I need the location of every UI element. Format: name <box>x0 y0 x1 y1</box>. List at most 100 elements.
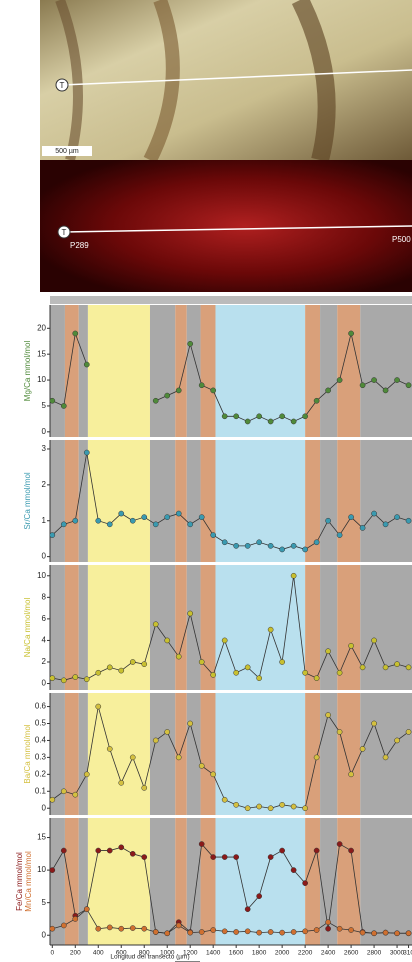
data-point <box>302 669 308 676</box>
zone-band <box>186 818 201 945</box>
y-tick-label: 1 <box>42 516 47 525</box>
data-point <box>198 659 205 665</box>
data-point <box>49 532 56 538</box>
data-point <box>106 847 113 854</box>
data-point <box>152 621 159 628</box>
data-point <box>141 854 148 860</box>
data-point <box>198 929 205 935</box>
data-point <box>290 572 297 579</box>
data-point <box>325 925 331 932</box>
data-point <box>348 330 354 337</box>
data-point <box>221 539 228 546</box>
data-point <box>49 397 56 404</box>
zone-band <box>175 305 187 437</box>
data-point <box>106 924 113 931</box>
zone-band <box>87 693 150 815</box>
zone-band <box>337 440 361 562</box>
data-point <box>290 929 297 935</box>
x-tick-label: 1200 <box>183 950 198 957</box>
zone-band <box>215 818 306 945</box>
data-point <box>244 664 251 671</box>
data-point <box>279 847 285 854</box>
y-tick-label: 15 <box>37 349 46 358</box>
zone-band <box>64 440 79 562</box>
zone-band <box>64 305 79 437</box>
data-point <box>60 403 67 409</box>
data-point <box>313 675 320 681</box>
data-point <box>187 720 194 727</box>
data-point <box>198 382 205 389</box>
data-point <box>152 929 159 935</box>
data-point <box>382 754 389 761</box>
zone-band <box>360 305 412 437</box>
y-tick-label: 10 <box>37 865 46 874</box>
data-point <box>60 788 67 795</box>
data-point <box>141 925 148 932</box>
x-tick-label: 600 <box>116 950 127 957</box>
series-line <box>52 706 409 809</box>
y-tick-label: 2 <box>42 480 47 489</box>
data-point <box>106 746 113 752</box>
data-point <box>394 661 400 667</box>
data-point <box>60 922 67 929</box>
zone-band <box>320 818 338 945</box>
data-point <box>175 653 182 660</box>
data-point <box>359 929 366 936</box>
data-point <box>72 517 79 524</box>
y-tick-label: 3 <box>42 444 47 453</box>
zone-band <box>215 565 306 690</box>
zone-band <box>50 305 65 437</box>
transect-start: T <box>62 228 67 237</box>
zone-band <box>64 693 79 815</box>
data-point <box>348 642 354 649</box>
data-point <box>175 754 182 761</box>
zone-band <box>50 565 65 690</box>
data-point <box>267 805 274 812</box>
data-point <box>256 413 263 420</box>
y-axis-label: Mg/Ca mmol/mol <box>23 341 32 402</box>
zone-band <box>175 440 187 562</box>
data-point <box>95 925 102 932</box>
data-point <box>302 546 308 553</box>
y-tick-label: 5 <box>42 401 47 410</box>
data-point <box>336 532 343 538</box>
data-point <box>267 626 274 633</box>
zone-band <box>186 440 201 562</box>
scale-bar: 500 µm <box>55 148 79 155</box>
data-point <box>221 637 228 644</box>
y-tick-label: 0.6 <box>35 702 47 711</box>
data-point <box>49 675 56 681</box>
data-point <box>256 803 263 810</box>
data-point <box>83 676 90 683</box>
data-point <box>336 925 343 932</box>
data-point <box>267 543 274 549</box>
data-point <box>279 546 285 553</box>
data-point <box>129 517 136 524</box>
zone-band <box>200 818 216 945</box>
data-point <box>313 754 320 761</box>
data-point <box>221 854 228 860</box>
data-point <box>244 543 251 549</box>
zone-band <box>305 565 321 690</box>
zone-band <box>175 565 187 690</box>
data-point <box>210 771 217 778</box>
data-point <box>95 517 102 524</box>
zone-band <box>87 440 150 562</box>
data-point <box>210 927 217 933</box>
zone-band <box>320 305 338 437</box>
y-tick-label: 0 <box>42 930 47 939</box>
y-tick-label: 0 <box>42 803 47 812</box>
y-tick-label: 5 <box>42 898 47 907</box>
data-point <box>49 796 56 803</box>
data-point <box>129 925 136 931</box>
data-point <box>95 669 102 676</box>
data-point <box>72 330 79 337</box>
zone-band <box>305 693 321 815</box>
data-point <box>325 648 331 655</box>
data-point <box>60 677 67 684</box>
data-point <box>371 637 377 644</box>
data-point <box>279 413 285 420</box>
data-point <box>198 841 205 847</box>
data-point <box>290 803 297 810</box>
data-point <box>60 847 67 854</box>
